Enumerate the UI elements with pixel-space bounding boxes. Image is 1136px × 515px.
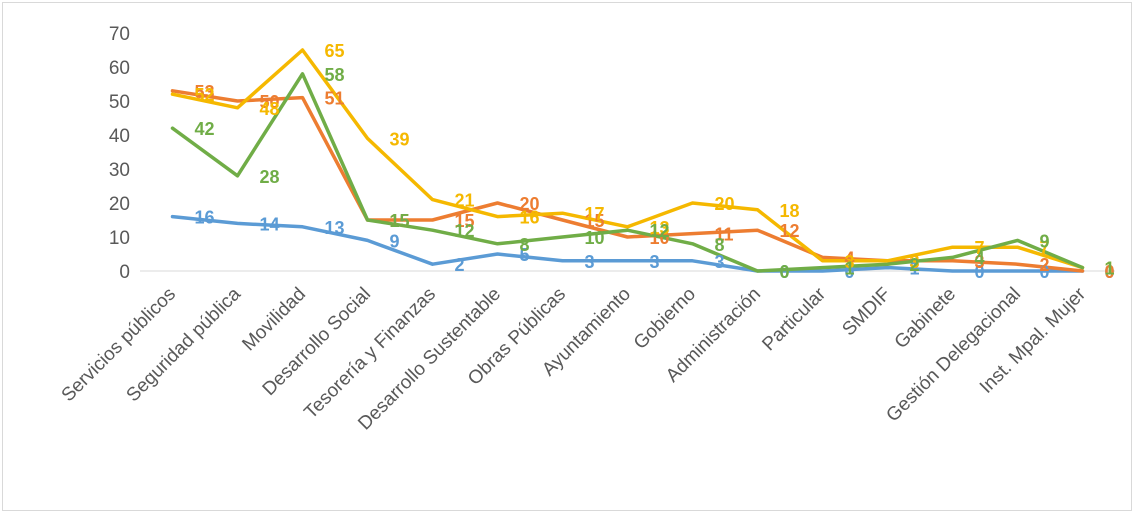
x-tick-label: SMDIF	[838, 284, 895, 341]
y-tick-label: 10	[109, 228, 130, 249]
data-label: 4	[845, 248, 855, 268]
data-label: 2	[910, 255, 920, 275]
data-label: 0	[1040, 262, 1050, 282]
y-tick-label: 40	[109, 126, 130, 147]
series-line-1	[170, 214, 1085, 273]
data-label: 51	[325, 89, 345, 109]
data-label: 2	[1040, 255, 1050, 275]
data-label: 5	[520, 245, 530, 265]
y-tick-label: 70	[109, 24, 130, 45]
data-label: 10	[650, 228, 670, 248]
x-tick-label: Seguridad pública	[123, 283, 246, 406]
data-label: 42	[195, 119, 215, 139]
data-label: 1	[1105, 259, 1115, 279]
data-label: 0	[780, 262, 790, 282]
data-label: 0	[780, 262, 790, 282]
data-label: 16	[520, 208, 540, 228]
y-tick-label: 50	[109, 92, 130, 113]
data-label: 15	[390, 211, 410, 231]
data-label: 39	[390, 129, 410, 149]
data-label: 28	[260, 167, 280, 187]
data-label: 53	[195, 82, 215, 102]
data-label: 2	[455, 255, 465, 275]
data-label: 15	[585, 211, 605, 231]
data-label: 12	[650, 221, 670, 241]
data-label: 15	[390, 211, 410, 231]
data-label: 0	[1105, 262, 1115, 282]
data-label: 12	[780, 221, 800, 241]
y-tick-label: 30	[109, 160, 130, 181]
data-label: 3	[715, 252, 725, 272]
data-label: 1	[910, 259, 920, 279]
data-label: 18	[780, 201, 800, 221]
data-label: 12	[455, 221, 475, 241]
data-label: 0	[1105, 262, 1115, 282]
data-label: 17	[585, 204, 605, 224]
series-line-4	[170, 72, 1085, 273]
data-label: 3	[910, 252, 920, 272]
data-label: 3	[650, 252, 660, 272]
x-tick-label: Gabinete	[891, 284, 960, 353]
x-tick-label: Desarrollo Social	[259, 284, 375, 400]
data-label: 1	[1105, 259, 1115, 279]
data-label: 3	[910, 252, 920, 272]
y-axis: 0 10 20 30 40 50 60 70	[109, 24, 130, 283]
data-label: 58	[325, 65, 345, 85]
data-label: 7	[1040, 238, 1050, 258]
data-label: 52	[195, 85, 215, 105]
data-label: 50	[260, 92, 280, 112]
data-label: 4	[975, 248, 985, 268]
data-label: 9	[390, 231, 400, 251]
data-label: 7	[975, 238, 985, 258]
data-label: 14	[260, 214, 280, 234]
data-label: 11	[715, 225, 734, 245]
data-label: 0	[975, 262, 985, 282]
data-label: 15	[455, 211, 475, 231]
data-label: 3	[845, 252, 855, 272]
y-tick-label: 0	[119, 262, 130, 283]
data-label: 10	[585, 228, 605, 248]
data-label: 65	[325, 41, 345, 61]
series-line-2	[170, 89, 1085, 273]
data-label: 16	[195, 208, 215, 228]
x-tick-label: Particular	[758, 283, 830, 355]
data-label: 8	[715, 235, 725, 255]
data-label: 13	[325, 218, 345, 238]
data-label: 20	[715, 194, 735, 214]
data-label: 3	[585, 252, 595, 272]
data-label: 3	[975, 252, 985, 272]
data-label: 13	[650, 218, 670, 238]
series-lines	[170, 48, 1085, 273]
data-label: 0	[845, 262, 855, 282]
data-label: 9	[1040, 231, 1050, 251]
series-line-3	[170, 48, 1085, 270]
data-label: 8	[520, 235, 530, 255]
data-label: 48	[260, 99, 280, 119]
data-label: 1	[845, 259, 855, 279]
y-tick-label: 60	[109, 58, 130, 79]
data-label: 20	[520, 194, 540, 214]
y-tick-label: 20	[109, 194, 130, 215]
data-label: 21	[455, 191, 475, 211]
x-tick-label: Servicios públicos	[58, 284, 180, 406]
